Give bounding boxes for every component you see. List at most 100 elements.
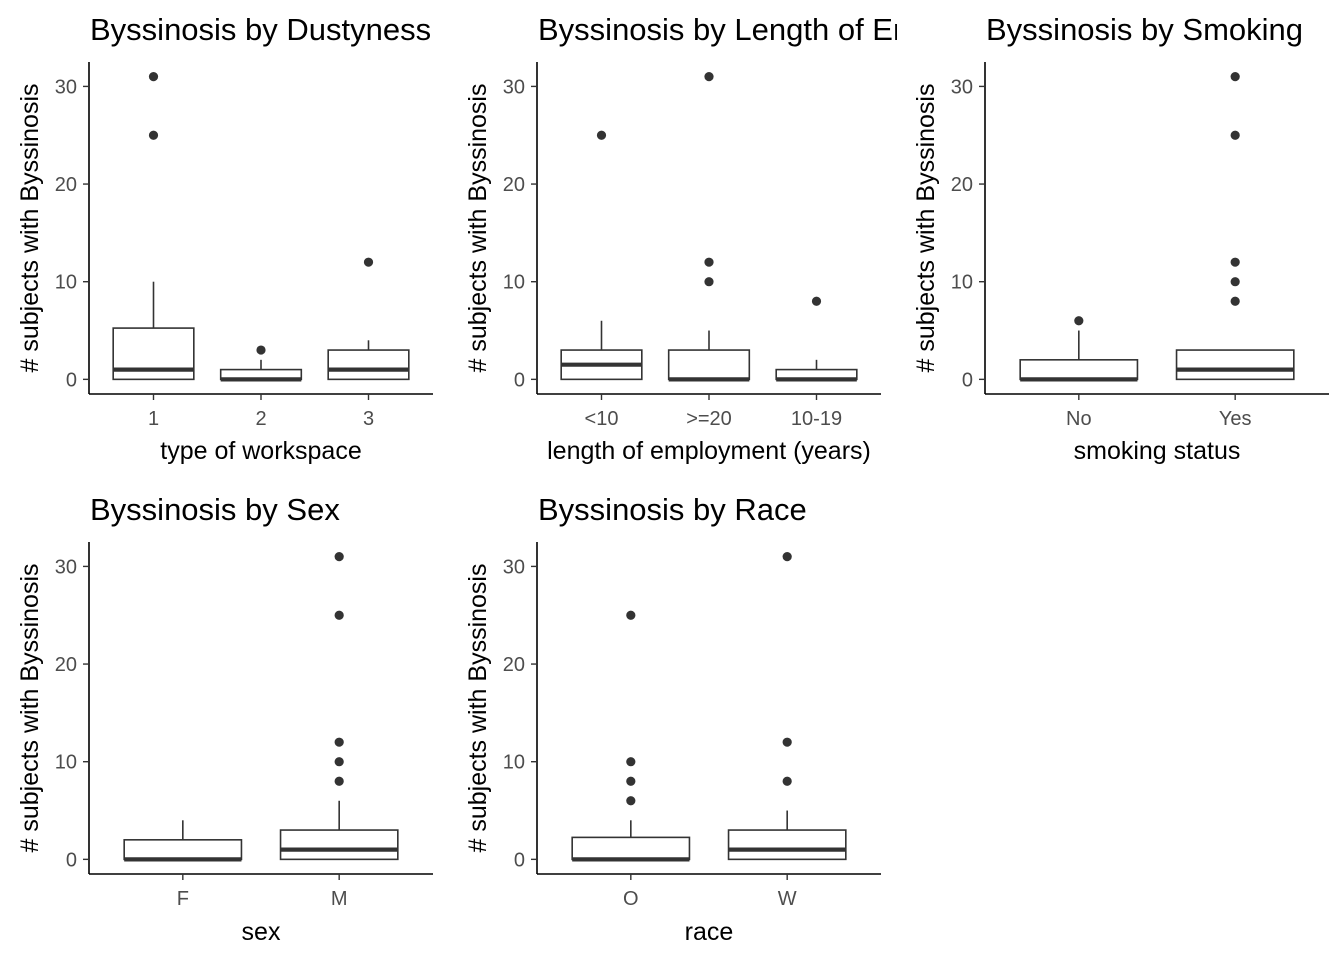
outlier-point [1074,316,1084,326]
chart-title: Byssinosis by Length of Employment [538,12,1045,47]
x-axis-title: length of employment (years) [547,437,871,465]
y-tick-label: 10 [55,272,77,294]
panel-2: Byssinosis by Length of Employment 0 10 20 3… [464,12,1045,465]
y-tick-label: 30 [503,76,525,98]
x-tick-label: No [1066,408,1092,430]
outlier-point [626,757,636,767]
y-tick-label: 10 [503,272,525,294]
box-body [279,829,399,861]
box-body [727,829,847,861]
x-tick-label: 1 [148,408,159,430]
y-tick-label: 30 [503,556,525,578]
outlier-point [782,552,792,562]
box-F [123,820,243,862]
box-<10 [560,130,643,381]
y-tick-label: 10 [55,752,77,774]
box-No [1019,316,1139,382]
outlier-point [1230,72,1240,82]
box-body [1175,349,1295,381]
outlier-point [334,757,344,767]
outlier-point [334,776,344,786]
outlier-point [704,257,714,267]
y-tick-label: 0 [66,369,77,391]
outlier-point [1230,277,1240,287]
y-tick-label: 20 [951,174,973,196]
outlier-point [811,296,822,306]
box-body [123,839,243,861]
x-tick-label: M [331,888,348,910]
x-axis-title: race [685,918,734,946]
outlier-point [148,72,159,82]
outlier-point [782,776,792,786]
y-axis-title: # subjects with Byssinosis [464,83,492,372]
y-tick-label: 30 [951,76,973,98]
box-W [727,552,847,861]
y-tick-label: 0 [514,849,525,871]
outlier-point [626,796,636,806]
y-tick-label: 0 [514,369,525,391]
x-tick-label: W [778,888,797,910]
outlier-point [334,552,344,562]
outlier-point [704,72,714,82]
outlier-point [704,277,714,287]
y-axis-title: # subjects with Byssinosis [16,563,44,852]
y-axis-title: # subjects with Byssinosis [912,83,940,372]
y-tick-label: 20 [55,654,77,676]
x-axis-title: type of workspace [160,437,362,465]
chart-title: Byssinosis by Dustyness [90,12,431,47]
x-axis-title: smoking status [1074,437,1241,465]
outlier-point [626,776,636,786]
outlier-point [1230,130,1240,140]
x-tick-label: O [623,888,639,910]
box-body [327,349,410,381]
outlier-point [334,610,344,620]
box-M [279,552,399,861]
box-2 [219,345,303,382]
y-tick-label: 0 [66,849,77,871]
x-tick-label: <10 [585,408,619,430]
outlier-point [782,737,792,747]
box-body [571,836,691,861]
outlier-point [256,345,266,355]
y-tick-label: 20 [503,654,525,676]
box-Yes [1175,72,1295,381]
y-tick-label: 10 [951,272,973,294]
y-tick-label: 30 [55,556,77,578]
box->=20 [667,72,751,382]
y-tick-label: 0 [962,369,973,391]
chart-title: Byssinosis by Race [538,492,807,527]
x-tick-label: >=20 [686,408,732,430]
box-3 [327,257,410,381]
box-10-19 [775,296,858,382]
y-axis-title: # subjects with Byssinosis [16,83,44,372]
box-O [571,610,691,862]
outlier-point [1230,296,1240,306]
outlier-point [626,610,636,620]
outlier-point [363,257,374,267]
chart-title: Byssinosis by Sex [90,492,340,527]
box-body [1019,359,1139,381]
outlier-point [596,130,607,140]
x-axis-title: sex [242,918,281,946]
y-tick-label: 10 [503,752,525,774]
x-tick-label: 2 [255,408,266,430]
box-1 [112,72,195,381]
chart-title: Byssinosis by Smoking [986,12,1303,47]
x-tick-label: F [177,888,189,910]
x-tick-label: Yes [1219,408,1252,430]
y-tick-label: 30 [55,76,77,98]
panel-3: Byssinosis by Smoking 0 10 20 30 No Yes smoking… [912,12,1329,465]
x-tick-label: 10-19 [791,408,842,430]
outlier-point [1230,257,1240,267]
outlier-point [334,737,344,747]
outlier-point [148,130,159,140]
y-tick-label: 20 [55,174,77,196]
y-tick-label: 20 [503,174,525,196]
y-axis-title: # subjects with Byssinosis [464,563,492,852]
box-body [667,349,751,381]
